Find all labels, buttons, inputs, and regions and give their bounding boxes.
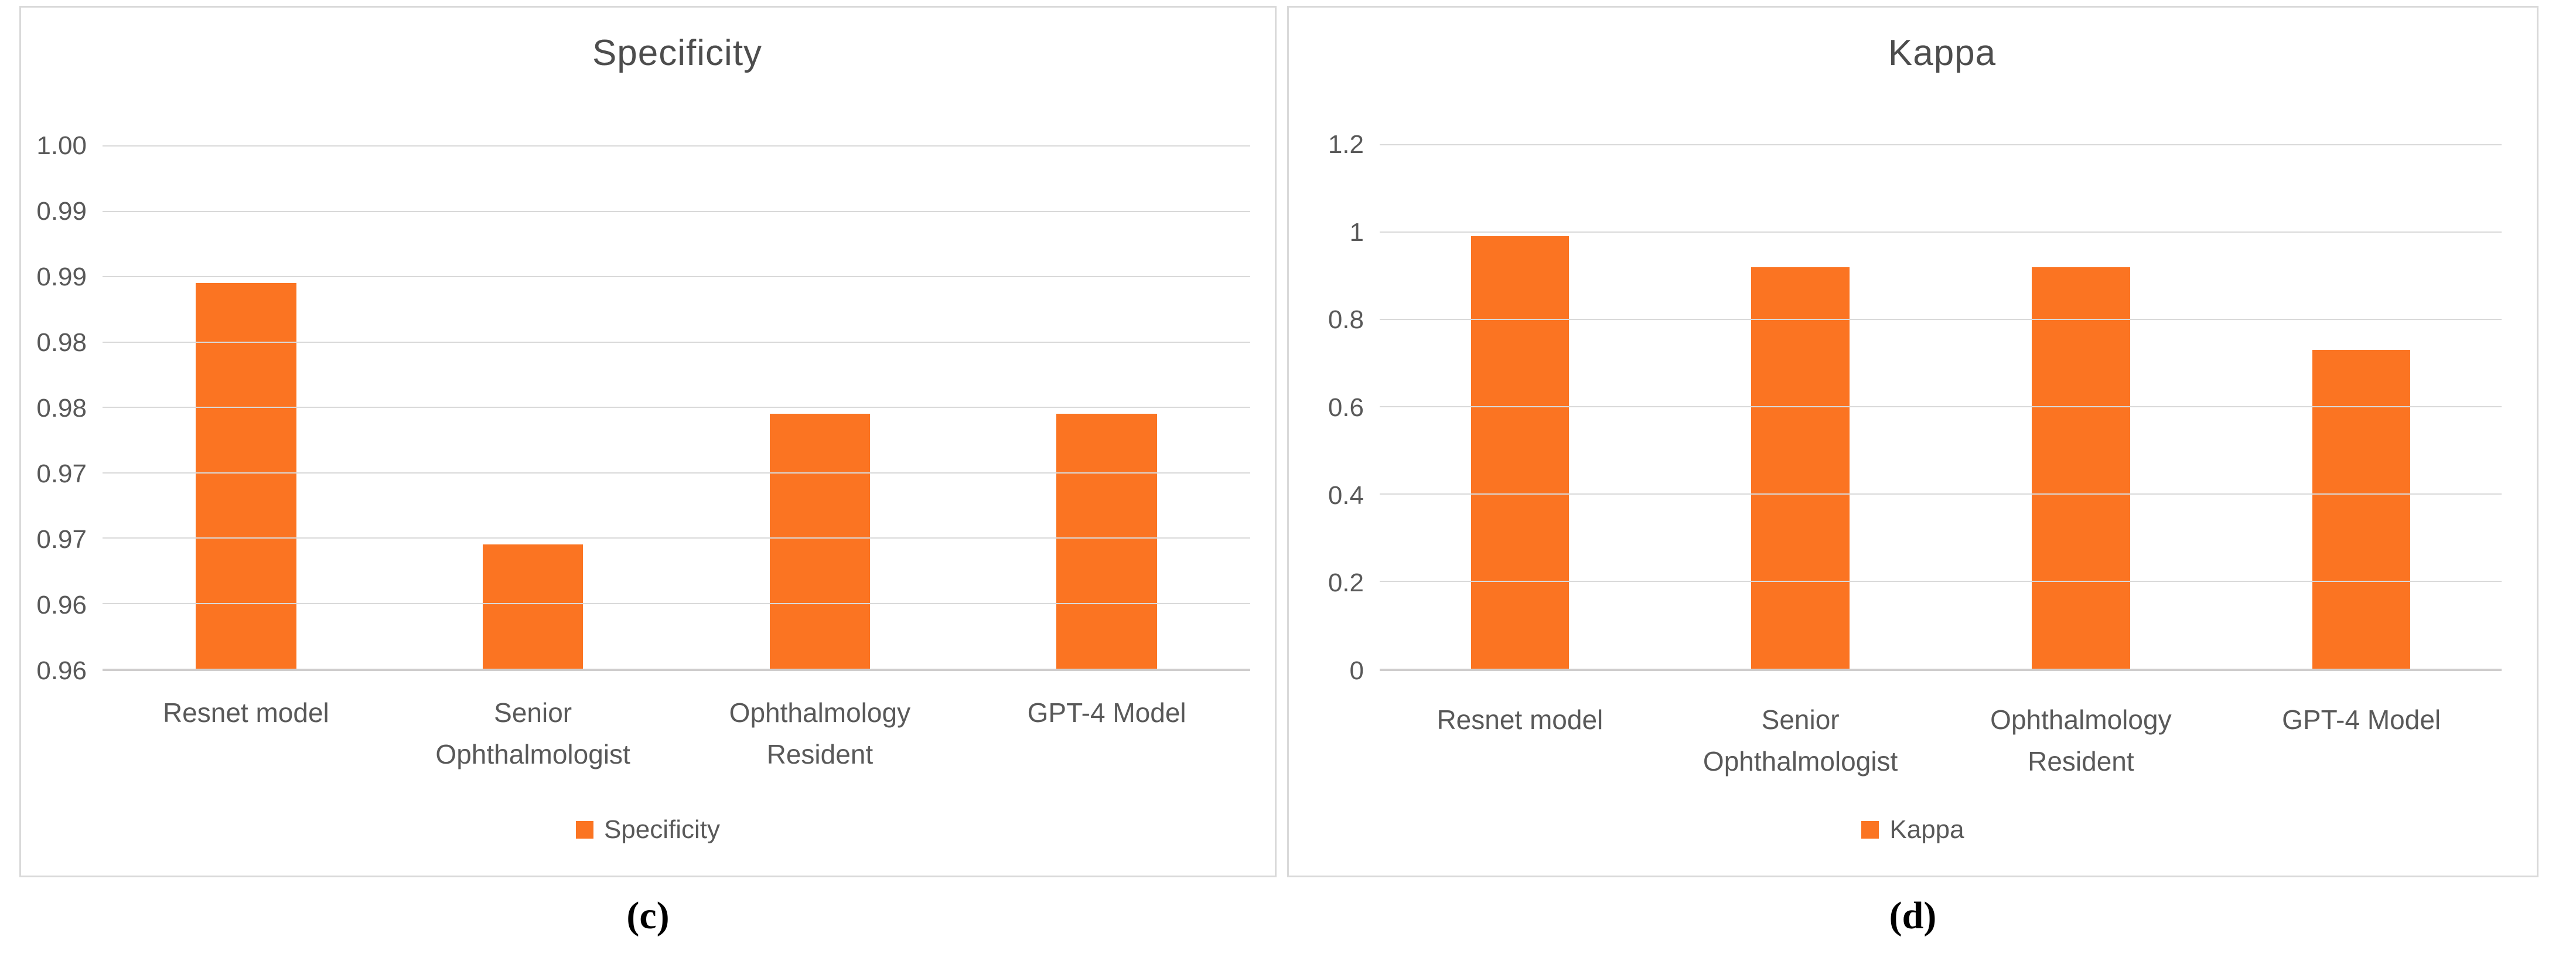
legend-swatch-icon bbox=[575, 821, 593, 839]
category-slot bbox=[1380, 145, 1660, 669]
bar-ophthalmology-resident bbox=[2032, 267, 2130, 669]
bar-series-specificity bbox=[103, 146, 1250, 669]
y-tick-label: 0.99 bbox=[36, 197, 87, 226]
gridline bbox=[103, 407, 1250, 408]
x-axis-label: GPT-4 Model bbox=[1027, 697, 1186, 728]
gridline bbox=[1380, 231, 2502, 233]
gridline bbox=[103, 276, 1250, 277]
gridline bbox=[103, 537, 1250, 539]
legend-kappa: Kappa bbox=[1289, 815, 2537, 844]
bar-gpt4-model bbox=[1056, 414, 1157, 669]
y-tick-label: 0.96 bbox=[36, 591, 87, 619]
x-axis-label: Ophthalmology Resident bbox=[1990, 704, 2172, 777]
bar-resnet-model bbox=[196, 283, 296, 669]
x-axis-label: Resnet model bbox=[162, 697, 329, 728]
x-axis-label: Ophthalmology Resident bbox=[729, 697, 911, 770]
y-tick-label: 0.97 bbox=[36, 459, 87, 488]
y-tick-label: 0.8 bbox=[1328, 305, 1364, 335]
subfigure-caption-c: (c) bbox=[626, 894, 670, 937]
x-axis-label: Senior Ophthalmologist bbox=[1702, 704, 1898, 777]
gridline bbox=[103, 210, 1250, 212]
x-axis-labels: Resnet model Senior Ophthalmologist Opht… bbox=[1380, 699, 2502, 783]
category-slot bbox=[2221, 145, 2502, 669]
bar-senior-ophthalmologist bbox=[1751, 267, 1850, 669]
bar-ophthalmology-resident bbox=[769, 414, 871, 669]
y-tick-label: 1 bbox=[1349, 217, 1364, 247]
y-tick-label: 0.4 bbox=[1328, 481, 1364, 510]
y-tick-label: 0.98 bbox=[36, 394, 87, 423]
gridline bbox=[103, 602, 1250, 604]
y-axis-labels: 0.96 0.96 0.97 0.97 0.98 0.98 0.99 0.99 1.00 bbox=[21, 131, 87, 685]
x-axis-label: Resnet model bbox=[1437, 704, 1603, 735]
y-tick-label: 0.98 bbox=[36, 328, 87, 357]
category-slot bbox=[1941, 145, 2222, 669]
x-axis-label: Senior Ophthalmologist bbox=[435, 697, 630, 770]
bar-senior-ophthalmologist bbox=[482, 544, 584, 669]
gridline bbox=[103, 341, 1250, 343]
plot-area-specificity bbox=[103, 145, 1250, 671]
gridline bbox=[103, 145, 1250, 147]
legend-label: Kappa bbox=[1889, 815, 1964, 844]
bar-resnet-model bbox=[1470, 236, 1570, 669]
bar-series-kappa bbox=[1380, 145, 2502, 669]
chart-title-specificity: Specificity bbox=[592, 33, 763, 73]
y-tick-label: 1.00 bbox=[36, 131, 87, 160]
category-slot bbox=[103, 146, 390, 669]
x-axis-label: GPT-4 Model bbox=[2282, 704, 2441, 735]
x-axis-labels: Resnet model Senior Ophthalmologist Opht… bbox=[103, 692, 1250, 776]
gridline bbox=[1380, 406, 2502, 407]
gridline bbox=[1380, 493, 2502, 495]
gridline bbox=[1380, 144, 2502, 145]
category-slot bbox=[390, 146, 677, 669]
y-tick-label: 0 bbox=[1349, 656, 1364, 685]
chart-title-kappa: Kappa bbox=[1888, 33, 1997, 73]
chart-panel-specificity: Specificity 0.96 0.96 0.97 0.97 0.98 0.98 0.99… bbox=[19, 6, 1277, 877]
y-tick-label: 0.97 bbox=[36, 525, 87, 554]
y-tick-label: 0.99 bbox=[36, 263, 87, 291]
y-tick-label: 1.2 bbox=[1328, 130, 1364, 159]
gridline bbox=[103, 472, 1250, 474]
subfigure-caption-d: (d) bbox=[1889, 894, 1937, 937]
category-slot bbox=[677, 146, 964, 669]
gridline bbox=[1380, 581, 2502, 583]
y-tick-label: 0.6 bbox=[1328, 393, 1364, 422]
chart-panel-kappa: Kappa 0 0.2 0.4 0.6 0.8 1 1.2 Resnet model Sen… bbox=[1287, 6, 2539, 877]
legend-specificity: Specificity bbox=[21, 815, 1275, 844]
plot-area-kappa bbox=[1380, 144, 2502, 671]
legend-label: Specificity bbox=[603, 815, 721, 844]
y-tick-label: 0.96 bbox=[36, 656, 87, 685]
y-axis-labels: 0 0.2 0.4 0.6 0.8 1 1.2 bbox=[1289, 130, 1364, 685]
y-tick-label: 0.2 bbox=[1328, 568, 1364, 598]
bar-gpt4-model bbox=[2312, 350, 2411, 669]
gridline bbox=[1380, 319, 2502, 321]
category-slot bbox=[963, 146, 1250, 669]
category-slot bbox=[1660, 145, 1941, 669]
legend-swatch-icon bbox=[1861, 821, 1879, 839]
